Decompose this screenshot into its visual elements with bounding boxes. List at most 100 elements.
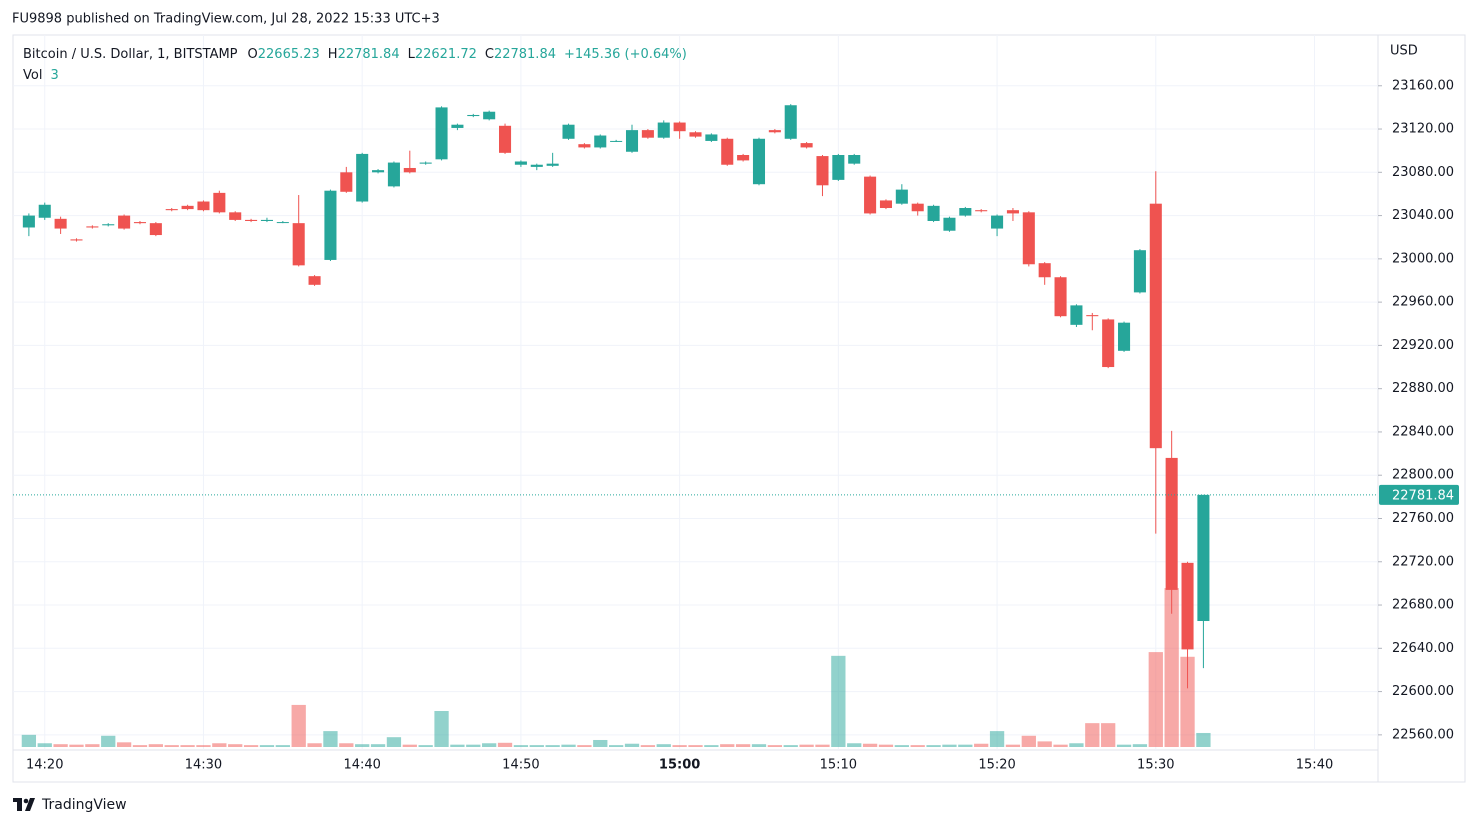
candle-body bbox=[816, 156, 829, 186]
ohlc-value: 22781.84 bbox=[494, 47, 556, 62]
ohlc-label: O bbox=[248, 47, 258, 62]
candle-body bbox=[102, 224, 115, 226]
volume-bar bbox=[228, 744, 243, 747]
volume-bar bbox=[1005, 744, 1021, 747]
volume-bar bbox=[1196, 732, 1211, 747]
candle-body bbox=[911, 203, 924, 212]
volume-bar bbox=[212, 743, 227, 747]
axes-layer: 22560.00 22600.00 22640.00 22680.00 22720.00… bbox=[13, 78, 1459, 773]
volume-bar bbox=[116, 742, 132, 747]
candle-body bbox=[245, 219, 258, 221]
x-tick-label: 15:10 bbox=[820, 758, 857, 773]
brand-name: TradingView bbox=[41, 797, 127, 813]
symbol-title: Bitcoin / U.S. Dollar, 1, BITSTAMP bbox=[23, 47, 238, 62]
candle-body bbox=[641, 130, 654, 138]
candle-body bbox=[927, 205, 940, 221]
candle-body bbox=[70, 239, 83, 241]
y-tick-label: 22800.00 bbox=[1392, 468, 1454, 483]
candle-body bbox=[689, 132, 702, 137]
volume-bar bbox=[307, 743, 322, 747]
volume-bar bbox=[974, 743, 989, 747]
volume-bar bbox=[1053, 744, 1068, 747]
candle-body bbox=[1149, 203, 1162, 449]
x-tick-label: 14:50 bbox=[502, 758, 539, 773]
volume-bar bbox=[53, 744, 68, 747]
y-tick-label: 23040.00 bbox=[1392, 208, 1454, 223]
volume-bar bbox=[1132, 744, 1148, 747]
volume-bar bbox=[497, 742, 513, 747]
candle-body bbox=[499, 125, 512, 153]
price-change: +145.36 (+0.64%) bbox=[564, 47, 687, 62]
ohlc-value: 22621.72 bbox=[415, 47, 477, 62]
volume-bar bbox=[132, 745, 148, 747]
candle-body bbox=[1006, 210, 1019, 214]
candle-body bbox=[991, 215, 1004, 229]
candle-body bbox=[530, 164, 543, 167]
volume-bar bbox=[1164, 588, 1179, 747]
volume-bar bbox=[561, 744, 576, 747]
x-tick-label: 15:40 bbox=[1296, 758, 1333, 773]
ohlc-label: C bbox=[485, 47, 494, 62]
candle-body bbox=[784, 105, 797, 139]
volume-bar bbox=[386, 737, 402, 747]
candle-body bbox=[387, 162, 400, 187]
candle-body bbox=[86, 226, 99, 228]
volume-bar bbox=[672, 745, 687, 747]
candle-body bbox=[118, 215, 131, 229]
chart-frame bbox=[12, 34, 1466, 783]
last-price-label: 22781.84 bbox=[1392, 488, 1454, 503]
publisher-note: FU9898 published on TradingView.com, Jul… bbox=[12, 12, 440, 27]
candle-body bbox=[483, 111, 496, 120]
volume-bar bbox=[847, 743, 862, 747]
candle-body bbox=[213, 192, 226, 213]
candle-body bbox=[1054, 277, 1067, 317]
volume-bar bbox=[37, 743, 52, 747]
candle-body bbox=[1197, 494, 1210, 622]
y-tick-label: 22880.00 bbox=[1392, 381, 1454, 396]
candle-body bbox=[1133, 250, 1146, 293]
candle-body bbox=[356, 153, 369, 202]
volume-bar bbox=[1021, 735, 1036, 747]
candle-body bbox=[324, 190, 337, 260]
candle-body bbox=[673, 122, 686, 132]
candle-body bbox=[737, 155, 750, 161]
volume-bar bbox=[180, 745, 195, 747]
volume-bar bbox=[482, 743, 497, 747]
volume-bar bbox=[85, 744, 100, 747]
y-tick-label: 23120.00 bbox=[1392, 122, 1454, 137]
volume-bar bbox=[339, 743, 354, 747]
candle-body bbox=[229, 212, 242, 220]
candle-body bbox=[260, 219, 273, 221]
volume-bar bbox=[148, 744, 163, 747]
volume-bar bbox=[894, 745, 909, 747]
candle-body bbox=[133, 222, 147, 224]
volume-bar bbox=[1180, 656, 1195, 747]
y-tick-label: 23160.00 bbox=[1392, 78, 1454, 93]
volume-bar bbox=[323, 731, 338, 747]
ohlc-label: H bbox=[328, 47, 338, 62]
candle-layer bbox=[22, 104, 1210, 689]
volume-bar bbox=[989, 731, 1005, 747]
y-tick-label: 22840.00 bbox=[1392, 424, 1454, 439]
candle-body bbox=[594, 135, 607, 148]
ohlc-label: L bbox=[408, 47, 416, 62]
y-tick-label: 22680.00 bbox=[1392, 598, 1454, 613]
volume-bar bbox=[624, 743, 640, 747]
volume-bar bbox=[418, 745, 433, 747]
volume-bar bbox=[783, 745, 798, 747]
volume-title: Vol bbox=[23, 68, 42, 83]
volume-bar bbox=[958, 744, 973, 747]
volume-bar bbox=[1148, 652, 1163, 747]
volume-bar bbox=[720, 744, 735, 747]
x-tick-label: 14:40 bbox=[343, 758, 380, 773]
volume-bar bbox=[878, 744, 894, 747]
candle-body bbox=[54, 218, 67, 229]
volume-bar bbox=[101, 735, 116, 747]
candle-body bbox=[165, 209, 178, 211]
symbol-header: Bitcoin / U.S. Dollar, 1, BITSTAMP O22665… bbox=[23, 47, 687, 62]
y-tick-label: 22640.00 bbox=[1392, 641, 1454, 656]
candle-body bbox=[1102, 319, 1115, 368]
candle-body bbox=[1118, 322, 1131, 351]
candle-body bbox=[546, 163, 559, 166]
